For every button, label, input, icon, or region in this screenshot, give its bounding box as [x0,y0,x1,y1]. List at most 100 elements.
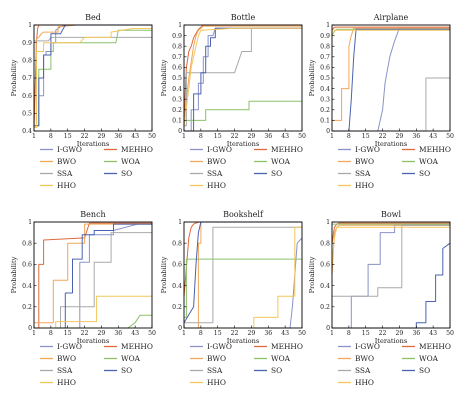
x-axis-label: Iterations [227,337,260,345]
x-tick-label: 15 [214,133,222,140]
x-tick-label: 50 [446,133,454,140]
legend-label: WOA [121,354,141,363]
y-tick-label: 0 [326,325,330,332]
x-tick-label: 36 [412,133,420,140]
legend: I-GWO BWO SSA HHO MEHHO WOA SO [190,342,303,387]
y-tick-label: 0.6 [320,262,330,269]
y-tick-label: 0.8 [172,43,182,50]
y-tick-label: 0 [28,325,32,332]
legend-label: BWO [355,157,374,166]
chart-title: Airplane [373,13,409,22]
y-tick-label: 0.2 [320,107,330,114]
y-tick-label: 1 [178,22,182,29]
series-line-mehho [33,24,152,128]
y-tick-label: 0.4 [320,283,330,290]
x-tick-label: 50 [298,330,306,337]
x-tick-label: 15 [362,133,370,140]
chart-panel-bench: Bench 0 0.2 0.4 0.6 0.8 1 1 8 15 22 29 36 43 50 Iterati… [10,210,156,345]
series-line-woa [184,100,302,121]
x-tick-label: 29 [97,330,105,337]
x-tick-label: 50 [148,330,156,337]
y-tick-label: 0.4 [320,86,330,93]
series-line-so [34,223,152,329]
y-tick-label: 0.4 [172,283,182,290]
series-line-i-gwo [184,237,303,329]
x-tick-label: 22 [81,330,89,337]
legend-label: SSA [57,366,73,375]
plot-area [183,24,302,132]
series-line-ssa [184,27,302,127]
legend: I-GWO BWO SSA HHO MEHHO WOA SO [40,145,153,190]
x-tick-label: 36 [114,330,122,337]
x-tick-label: 43 [281,133,289,140]
series-line-ssa [332,224,450,297]
legend-label: I-GWO [207,342,232,351]
series-line-so [34,24,152,127]
legend-label: I-GWO [57,342,82,351]
y-tick-label: 0.1 [172,118,182,125]
x-axis-label: Iterations [227,140,260,148]
x-tick-label: 36 [264,133,272,140]
y-tick-label: 0.2 [172,304,182,311]
legend-label: SSA [57,169,73,178]
x-tick-label: 15 [64,133,72,140]
series-line-woa [34,29,152,127]
y-tick-label: 0 [178,325,182,332]
chart-panel-bowl: Bowl 0 0.2 0.4 0.6 0.8 1 1 8 15 22 29 36 43 50 Iteratio… [308,210,454,345]
legend-label: SO [419,366,430,375]
series-line-i-gwo [184,27,302,132]
legend-label: I-GWO [355,145,380,154]
y-tick-label: 0 [178,128,182,135]
legend-label: HHO [207,181,226,190]
legend-label: I-GWO [57,145,82,154]
legend-label: MEHHO [419,145,451,154]
chart-title: Bench [80,210,105,219]
y-tick-label: 0.5 [22,111,32,118]
chart-panel-bookshelf: Bookshelf 0 0.2 0.4 0.6 0.8 1 1 8 15 22 29 36 43 50 Ite… [160,210,306,345]
plot-frame [183,221,303,329]
legend-label: SO [419,169,430,178]
series-line-bwo [332,27,450,121]
y-tick-label: 0.6 [22,262,32,269]
y-axis-label: Probability [308,59,316,96]
legend: I-GWO BWO SSA HHO MEHHO WOA SO [190,145,303,190]
legend-label: HHO [57,181,76,190]
plot-area [33,24,152,128]
x-tick-label: 43 [131,133,139,140]
legend: I-GWO BWO SSA HHO MEHHO WOA SO [40,342,153,387]
legend-label: HHO [355,181,374,190]
x-axis-label: Iterations [375,337,408,345]
x-tick-label: 8 [199,133,203,140]
y-tick-label: 0.3 [320,96,330,103]
y-tick-label: 0.1 [320,118,330,125]
series-line-mehho [183,24,302,121]
x-tick-label: 29 [395,330,403,337]
y-tick-label: 0.8 [22,58,32,65]
chart-panel-airplane: Airplane 0 0.1 0.2 0.3 0.4 0.5 0.6 0.7 0.8 0.9 1 1 8 1… [308,13,454,148]
series-line-ssa [184,226,302,324]
y-tick-label: 0.8 [320,240,330,247]
legend-label: BWO [57,354,76,363]
x-axis-label: Iterations [77,337,110,345]
series-line-bwo [184,221,302,329]
legend-label: SSA [207,169,223,178]
y-tick-label: 0.6 [320,65,330,72]
series-line-mehho [34,222,152,329]
y-tick-label: 1 [28,219,32,226]
y-tick-label: 0.9 [172,33,182,40]
legend-label: SO [121,169,132,178]
x-tick-label: 1 [32,133,36,140]
legend-label: I-GWO [207,145,232,154]
plot-area [331,26,450,132]
y-tick-label: 0.6 [22,93,32,100]
y-tick-label: 1 [178,219,182,226]
legend-label: HHO [57,378,76,387]
series-line-so [184,27,302,132]
legend-label: MEHHO [121,145,153,154]
y-axis-label: Probability [10,59,18,96]
legend-label: SSA [207,366,223,375]
x-tick-label: 36 [264,330,272,337]
series-line-bwo [34,223,152,324]
x-tick-label: 1 [330,133,334,140]
